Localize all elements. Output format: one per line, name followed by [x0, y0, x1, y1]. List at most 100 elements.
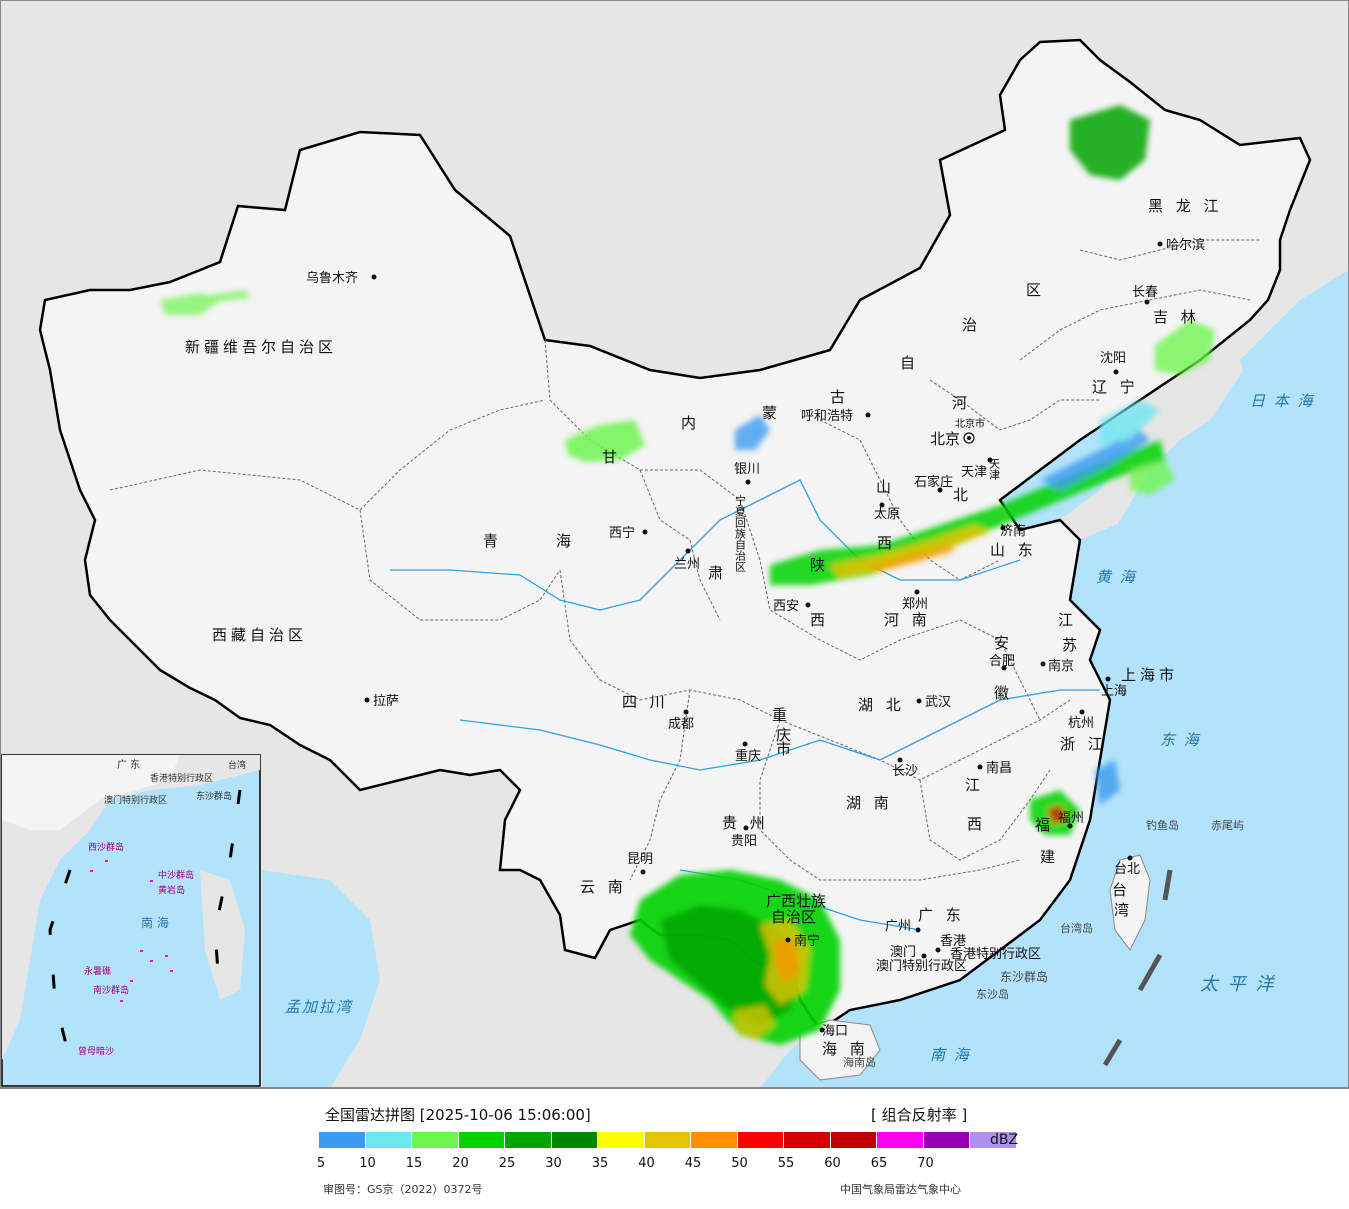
scale-tick-25: 25	[498, 1156, 516, 1171]
svg-text:武汉: 武汉	[925, 695, 951, 710]
city-jinan: 济南	[1000, 523, 1026, 539]
city-hongkong: 香港	[935, 934, 966, 953]
label-zhejiang: 浙 江	[1060, 735, 1107, 753]
svg-text:长春: 长春	[1132, 285, 1158, 300]
city-wuhan: 武汉	[916, 695, 951, 710]
label-heilongjiang: 黑 龙 江	[1148, 197, 1223, 215]
city-xian: 西安	[773, 599, 811, 614]
city-chengdu: 成都	[668, 709, 694, 732]
svg-text:南昌: 南昌	[986, 760, 1012, 776]
south-china-sea-inset	[1, 754, 261, 1087]
city-lanzhou: 兰州	[674, 548, 700, 572]
label-fujian-2: 建	[1040, 848, 1059, 866]
scale-swatch-8	[691, 1132, 738, 1148]
city-tianjin: 天津	[961, 457, 993, 480]
label-sea-south: 南 海	[930, 1046, 971, 1064]
label-henan: 河 南	[884, 611, 931, 629]
label-jilin: 吉 林	[1153, 308, 1200, 326]
label-tianjin: 天津	[988, 458, 1001, 480]
inset-label-nanhai: 南 海	[141, 915, 169, 930]
label-macau: 澳门特别行政区	[876, 958, 967, 974]
label-sea-yellow: 黄 海	[1096, 568, 1137, 586]
label-guangxi-1: 广西壮族	[766, 892, 826, 910]
sea-bengal-area	[262, 870, 380, 1088]
svg-text:西宁: 西宁	[609, 525, 635, 541]
city-nanchang: 南昌	[977, 760, 1012, 776]
svg-text:郑州: 郑州	[902, 597, 928, 612]
scale-swatch-5	[551, 1132, 598, 1148]
label-shanghai: 上海市	[1121, 666, 1178, 684]
city-hohhot: 呼和浩特	[801, 409, 871, 424]
svg-text:长沙: 长沙	[892, 764, 918, 779]
scale-tick-45: 45	[684, 1156, 702, 1171]
city-shenyang: 沈阳	[1100, 351, 1126, 375]
legend-unit: dBZ	[990, 1132, 1019, 1148]
scale-tick-70: 70	[917, 1156, 934, 1171]
svg-text:太原: 太原	[874, 507, 900, 522]
legend-panel: 全国雷达拼图 [2025-10-06 15:06:00] [ 组合反射率 ] d…	[0, 1088, 1349, 1209]
label-beijing: 北京市	[955, 417, 985, 430]
label-sea-east: 东 海	[1160, 731, 1201, 749]
svg-text:上海: 上海	[1101, 684, 1127, 699]
svg-text:广州: 广州	[885, 919, 911, 934]
approval-number: 审图号：GS京（2022）0372号	[323, 1183, 483, 1196]
label-shanxi-2: 西	[877, 534, 896, 552]
scale-swatch-9	[737, 1132, 784, 1148]
svg-text:重庆: 重庆	[735, 748, 761, 764]
taiwan-island-shape	[1109, 854, 1151, 951]
svg-text:济南: 济南	[1000, 523, 1026, 539]
svg-text:兰州: 兰州	[674, 557, 700, 572]
inset-label-macau: 澳门特别行政区	[104, 794, 167, 806]
label-hubei: 湖 北	[858, 696, 905, 714]
svg-text:哈尔滨: 哈尔滨	[1166, 237, 1205, 253]
label-nmg-6: 区	[1026, 281, 1045, 299]
label-jiangxi-2: 西	[967, 815, 986, 833]
label-hongkong: 香港特别行政区	[950, 947, 1041, 962]
label-jiangsu-1: 江	[1058, 611, 1077, 629]
label-guangdong: 广 东	[918, 906, 965, 924]
label-fujian-1: 福	[1035, 816, 1054, 834]
city-guiyang: 贵阳	[731, 825, 757, 849]
label-taiwan-1: 台	[1112, 881, 1131, 899]
scale-swatch-14	[970, 1132, 1017, 1148]
label-gansu-2: 肃	[708, 564, 727, 582]
city-nanning: 南宁	[785, 933, 820, 949]
label-nmg-4: 自	[900, 354, 919, 372]
label-hebei-2: 北	[953, 486, 972, 504]
svg-text:石家庄: 石家庄	[914, 474, 953, 490]
scale-tick-55: 55	[777, 1156, 795, 1171]
label-xizang: 西藏自治区	[212, 626, 307, 644]
scale-tick-40: 40	[638, 1156, 655, 1171]
scale-tick-10: 10	[359, 1156, 376, 1171]
scale-swatch-11	[830, 1132, 877, 1148]
svg-text:北京: 北京	[930, 430, 960, 448]
label-shaanxi-1: 陕	[810, 556, 829, 574]
legend-title: 全国雷达拼图 [2025-10-06 15:06:00]	[325, 1106, 591, 1124]
inset-label-zhongsha: 中沙群岛	[158, 869, 194, 881]
label-gansu-1: 甘	[602, 448, 621, 466]
label-nmg-2: 蒙	[762, 404, 781, 422]
scale-tick-5: 5	[316, 1156, 326, 1171]
inset-label-guangdong: 广 东	[117, 758, 140, 771]
label-guizhou: 贵 州	[722, 814, 769, 832]
scale-swatch-1	[365, 1132, 412, 1148]
city-lhasa: 拉萨	[364, 694, 399, 709]
svg-text:拉萨: 拉萨	[373, 694, 399, 709]
label-yunnan: 云 南	[580, 878, 627, 896]
scale-swatch-10	[784, 1132, 831, 1148]
city-hefei: 合肥	[989, 654, 1015, 671]
label-diaoyu: 钓鱼岛	[1146, 818, 1179, 832]
city-macau: 澳门	[890, 944, 927, 960]
label-shaanxi-2: 西	[810, 611, 829, 629]
scale-swatch-7	[644, 1132, 691, 1148]
label-hainan: 海 南	[822, 1040, 869, 1058]
svg-text:杭州: 杭州	[1068, 716, 1094, 731]
label-hebei-1: 河	[952, 394, 971, 412]
city-shanghai: 上海	[1101, 676, 1127, 699]
city-taiyuan: 太原	[874, 502, 900, 522]
label-taiwan-2: 湾	[1114, 901, 1133, 919]
sea-east-area	[760, 270, 1349, 1088]
city-kunming: 昆明	[627, 852, 653, 875]
scale-swatch-4	[505, 1132, 552, 1148]
